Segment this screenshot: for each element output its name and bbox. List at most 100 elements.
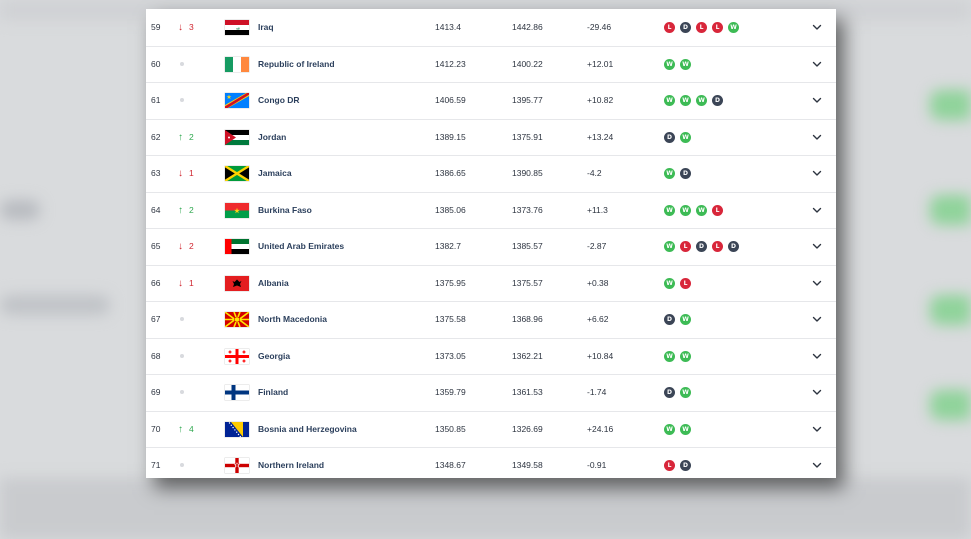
win-badge: W — [664, 423, 675, 435]
country-name[interactable]: Iraq — [258, 22, 274, 32]
total-points: 1348.67 — [435, 460, 466, 470]
previous-points: 1368.96 — [512, 314, 543, 324]
total-points: 1413.4 — [435, 22, 461, 32]
chevron-down-icon[interactable] — [810, 239, 824, 253]
country-name[interactable]: North Macedonia — [258, 314, 327, 324]
country-name[interactable]: Albania — [258, 277, 289, 288]
points-difference: +11.3 — [587, 204, 608, 215]
rank-change-value: 1 — [189, 277, 194, 288]
loss-badge: L — [696, 22, 707, 33]
country-name[interactable]: Georgia — [258, 350, 291, 361]
points-difference: +0.38 — [587, 277, 609, 288]
win-badge: W — [664, 241, 675, 252]
country-name[interactable]: Finland — [258, 387, 289, 397]
table-row[interactable]: 66 ↓ 1 Albania 1375.95 1375.57 +0.38 W L — [146, 265, 836, 302]
chevron-down-icon[interactable] — [810, 349, 824, 363]
chevron-down-icon[interactable] — [810, 458, 824, 472]
rank-change-value: 4 — [189, 423, 194, 434]
table-row[interactable]: 60 Republic of Ireland 1412.23 1400.22 +12.0… — [146, 46, 836, 83]
chevron-down-icon[interactable] — [810, 20, 824, 34]
country-name[interactable]: Congo DR — [258, 95, 300, 105]
country-name[interactable]: Burkina Faso — [258, 204, 312, 215]
no-change-dot-icon — [180, 98, 184, 102]
points-difference: -0.91 — [587, 460, 607, 470]
table-row[interactable]: 59 ↓ 3 ﷲ Iraq 1413.4 1442.86 -29.46 L D L L W — [146, 9, 836, 47]
table-row[interactable]: 61 Congo DR 1406.59 1395.77 +10.82 W W W D — [146, 82, 836, 120]
previous-points: 1400.22 — [512, 58, 543, 69]
win-badge: W — [680, 204, 691, 216]
win-badge: W — [664, 95, 675, 106]
previous-points: 1442.86 — [512, 22, 543, 32]
total-points: 1373.05 — [435, 350, 466, 361]
rank-change: ↑ 2 — [178, 192, 212, 228]
draw-badge: D — [664, 387, 675, 398]
chevron-down-icon[interactable] — [810, 166, 824, 180]
total-points: 1386.65 — [435, 168, 466, 178]
chevron-down-icon[interactable] — [810, 276, 824, 290]
chevron-down-icon[interactable] — [810, 57, 824, 71]
country-name[interactable]: Jamaica — [258, 168, 292, 178]
arrow-up-icon: ↑ — [178, 204, 183, 216]
rank-change: ↓ 2 — [178, 228, 212, 264]
country-name[interactable]: Bosnia and Herzegovina — [258, 423, 357, 434]
draw-badge: D — [712, 95, 723, 106]
iraq-flag-icon: ﷲ — [225, 20, 249, 35]
country-name[interactable]: Jordan — [258, 131, 287, 142]
rank-value: 59 — [151, 22, 161, 32]
bosnia-flag-icon — [225, 421, 249, 437]
no-change-dot-icon — [180, 463, 184, 467]
total-points: 1412.23 — [435, 58, 466, 69]
table-row[interactable]: 71 Northern Ireland 1348.67 1349.58 -0.91 L D — [146, 447, 836, 478]
chevron-down-icon[interactable] — [810, 312, 824, 326]
table-row[interactable]: 68 Georgia 1373.05 1362.21 +10.84 W W — [146, 338, 836, 375]
total-points: 1389.15 — [435, 131, 466, 142]
background-blob — [930, 195, 971, 225]
loss-badge: L — [664, 460, 675, 471]
table-row[interactable]: 67 North Macedonia 1375.58 1368.96 +6.62 D W — [146, 301, 836, 339]
loss-badge: L — [680, 241, 691, 252]
win-badge: W — [680, 387, 691, 398]
table-row[interactable]: 65 ↓ 2 United Arab Emirates 1382.7 1385.57 -2.… — [146, 228, 836, 266]
rank-value: 69 — [151, 387, 161, 397]
rank-change-value: 2 — [189, 241, 194, 251]
no-change-dot-icon — [180, 317, 184, 321]
points-difference: +24.16 — [587, 423, 614, 434]
table-row[interactable]: 63 ↓ 1 Jamaica 1386.65 1390.85 -4.2 W D — [146, 155, 836, 193]
rank-value: 70 — [151, 423, 161, 434]
points-difference: +10.82 — [587, 95, 614, 105]
points-difference: +10.84 — [587, 350, 614, 361]
rank-change: ↓ 3 — [178, 9, 212, 45]
chevron-down-icon[interactable] — [810, 130, 824, 144]
chevron-down-icon[interactable] — [810, 385, 824, 399]
chevron-down-icon[interactable] — [810, 203, 824, 217]
rank-value: 66 — [151, 277, 161, 288]
country-name[interactable]: Northern Ireland — [258, 460, 325, 470]
previous-points: 1385.57 — [512, 241, 543, 251]
previous-points: 1326.69 — [512, 423, 543, 434]
total-points: 1382.7 — [435, 241, 461, 251]
chevron-down-icon[interactable] — [810, 422, 824, 436]
table-row[interactable]: 69 Finland 1359.79 1361.53 -1.74 D W — [146, 374, 836, 412]
rank-value: 68 — [151, 350, 161, 361]
table-row[interactable]: 64 ↑ 2 Burkina Faso 1385.06 1373.76 +11.3 W W W L — [146, 192, 836, 229]
points-difference: -2.87 — [587, 241, 607, 251]
rank-change-value: 2 — [189, 204, 194, 215]
jamaica-flag-icon — [225, 166, 249, 181]
table-row[interactable]: 70 ↑ 4 Bosnia and Herzegovina 1350.85 1326.69… — [146, 411, 836, 448]
table-row[interactable]: 62 ↑ 2 Jordan 1389.15 1375.91 +13.24 D W — [146, 119, 836, 156]
chevron-down-icon[interactable] — [810, 93, 824, 107]
country-name[interactable]: Republic of Ireland — [258, 58, 335, 69]
win-badge: W — [680, 350, 691, 362]
win-badge: W — [664, 168, 675, 179]
points-difference: +13.24 — [587, 131, 614, 142]
draw-badge: D — [680, 22, 691, 33]
loss-badge: L — [712, 241, 723, 252]
previous-points: 1373.76 — [512, 204, 543, 215]
country-name[interactable]: United Arab Emirates — [258, 241, 345, 251]
